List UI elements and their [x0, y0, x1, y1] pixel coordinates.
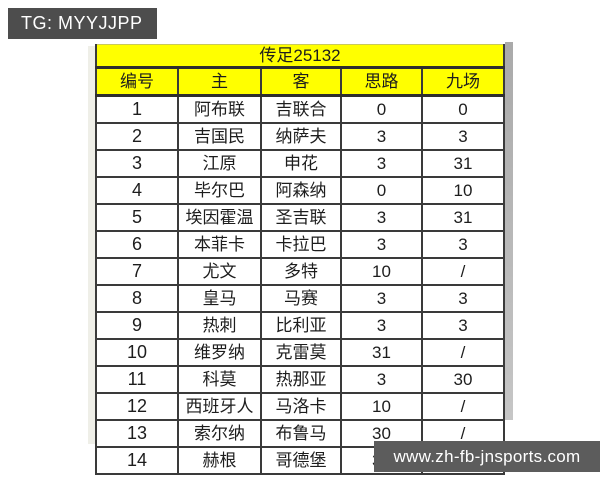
- table-cell: 9: [95, 311, 179, 340]
- table-cell: 比利亚: [260, 311, 342, 340]
- table-cell: 10: [95, 338, 179, 367]
- table-cell: 3: [421, 122, 505, 151]
- scrollbar[interactable]: [505, 42, 513, 420]
- table-cell: 10: [421, 176, 505, 205]
- table-cell: 毕尔巴: [177, 176, 262, 205]
- match-table: 传足25132 编号主客思路 九场 1 阿布联 吉联合 0 0 2 吉国民 纳萨夫 3 3 3 江原 申花…: [95, 44, 505, 475]
- table-cell: 3: [340, 230, 423, 259]
- table-cell: 10: [340, 392, 423, 421]
- table-cell: 3: [340, 284, 423, 313]
- table-row: 12 西班牙人 马洛卡 10/: [95, 392, 505, 421]
- table-cell: 尤文: [177, 257, 262, 286]
- table-cell: 3: [340, 365, 423, 394]
- table-header-row: 编号主客思路 九场: [95, 66, 505, 97]
- table-cell: 7: [95, 257, 179, 286]
- table-left-shadow: [88, 46, 95, 444]
- table-cell: 3: [340, 311, 423, 340]
- table-cell: 阿布联: [177, 94, 262, 124]
- table-cell: 31: [340, 338, 423, 367]
- table-cell: 江原: [177, 149, 262, 178]
- table-cell: 吉国民: [177, 122, 262, 151]
- table-cell: 1: [95, 94, 179, 124]
- table-cell: 卡拉巴: [260, 230, 342, 259]
- match-table-container: 传足25132 编号主客思路 九场 1 阿布联 吉联合 0 0 2 吉国民 纳萨夫 3 3 3 江原 申花…: [95, 44, 505, 475]
- table-row: 11 科莫 热那亚 3 30: [95, 365, 505, 394]
- column-header: 编号: [95, 66, 179, 97]
- table-row: 7 尤文 多特 10/: [95, 257, 505, 286]
- table-cell: 吉联合: [260, 94, 342, 124]
- table-cell: 纳萨夫: [260, 122, 342, 151]
- table-cell: 本菲卡: [177, 230, 262, 259]
- table-row: 10 维罗纳 克雷莫 31/: [95, 338, 505, 367]
- table-row: 4 毕尔巴 阿森纳 0 10: [95, 176, 505, 205]
- table-cell: 3: [421, 311, 505, 340]
- table-cell: 布鲁马: [260, 419, 342, 448]
- column-header: 九场: [421, 66, 505, 97]
- table-cell: 3: [340, 122, 423, 151]
- table-cell: 哥德堡: [260, 446, 342, 475]
- table-cell: 0: [340, 94, 423, 124]
- table-cell: 3: [421, 230, 505, 259]
- table-cell: 0: [421, 94, 505, 124]
- column-header: 客: [260, 66, 342, 97]
- table-cell: 阿森纳: [260, 176, 342, 205]
- table-row: 5 埃因霍温 圣吉联 3 31: [95, 203, 505, 232]
- table-cell: 索尔纳: [177, 419, 262, 448]
- table-cell: 3: [340, 203, 423, 232]
- table-body: 1 阿布联 吉联合 0 0 2 吉国民 纳萨夫 3 3 3 江原 申花 3 31 4 毕尔巴 阿森纳 0 10 5 埃因霍…: [95, 94, 505, 475]
- table-cell: 0: [340, 176, 423, 205]
- table-cell: 2: [95, 122, 179, 151]
- watermark-url-bar: www.zh-fb-jnsports.com: [374, 441, 600, 472]
- table-row: 9 热刺 比利亚 3 3: [95, 311, 505, 340]
- table-cell: /: [421, 257, 505, 286]
- table-cell: 热刺: [177, 311, 262, 340]
- table-cell: 科莫: [177, 365, 262, 394]
- table-cell: 西班牙人: [177, 392, 262, 421]
- table-cell: 4: [95, 176, 179, 205]
- table-cell: 马赛: [260, 284, 342, 313]
- table-cell: 30: [421, 365, 505, 394]
- table-title-row: 传足25132: [95, 44, 505, 69]
- table-cell: 31: [421, 203, 505, 232]
- table-cell: 马洛卡: [260, 392, 342, 421]
- table-cell: 10: [340, 257, 423, 286]
- column-header: 主: [177, 66, 262, 97]
- table-cell: 14: [95, 446, 179, 475]
- table-cell: 埃因霍温: [177, 203, 262, 232]
- table-cell: 5: [95, 203, 179, 232]
- table-cell: 3: [340, 149, 423, 178]
- table-cell: 13: [95, 419, 179, 448]
- table-cell: 多特: [260, 257, 342, 286]
- column-header: 思路: [340, 66, 423, 97]
- table-cell: 6: [95, 230, 179, 259]
- tg-channel-badge: TG: MYYJJPP: [8, 8, 157, 39]
- table-cell: 3: [95, 149, 179, 178]
- table-row: 8 皇马 马赛 3 3: [95, 284, 505, 313]
- table-cell: 12: [95, 392, 179, 421]
- table-cell: 克雷莫: [260, 338, 342, 367]
- table-cell: 皇马: [177, 284, 262, 313]
- table-cell: 热那亚: [260, 365, 342, 394]
- table-row: 13 索尔纳 布鲁马 30/: [95, 419, 505, 448]
- table-cell: 申花: [260, 149, 342, 178]
- table-row: 1 阿布联 吉联合 0 0: [95, 94, 505, 124]
- table-cell: /: [421, 338, 505, 367]
- table-row: 3 江原 申花 3 31: [95, 149, 505, 178]
- table-cell: 维罗纳: [177, 338, 262, 367]
- table-row: 2 吉国民 纳萨夫 3 3: [95, 122, 505, 151]
- table-cell: 31: [421, 149, 505, 178]
- table-cell: 赫根: [177, 446, 262, 475]
- table-cell: 圣吉联: [260, 203, 342, 232]
- table-cell: 8: [95, 284, 179, 313]
- table-cell: /: [421, 392, 505, 421]
- table-row: 6 本菲卡 卡拉巴 3 3: [95, 230, 505, 259]
- table-title: 传足25132: [95, 44, 505, 69]
- table-cell: 11: [95, 365, 179, 394]
- table-cell: 3: [421, 284, 505, 313]
